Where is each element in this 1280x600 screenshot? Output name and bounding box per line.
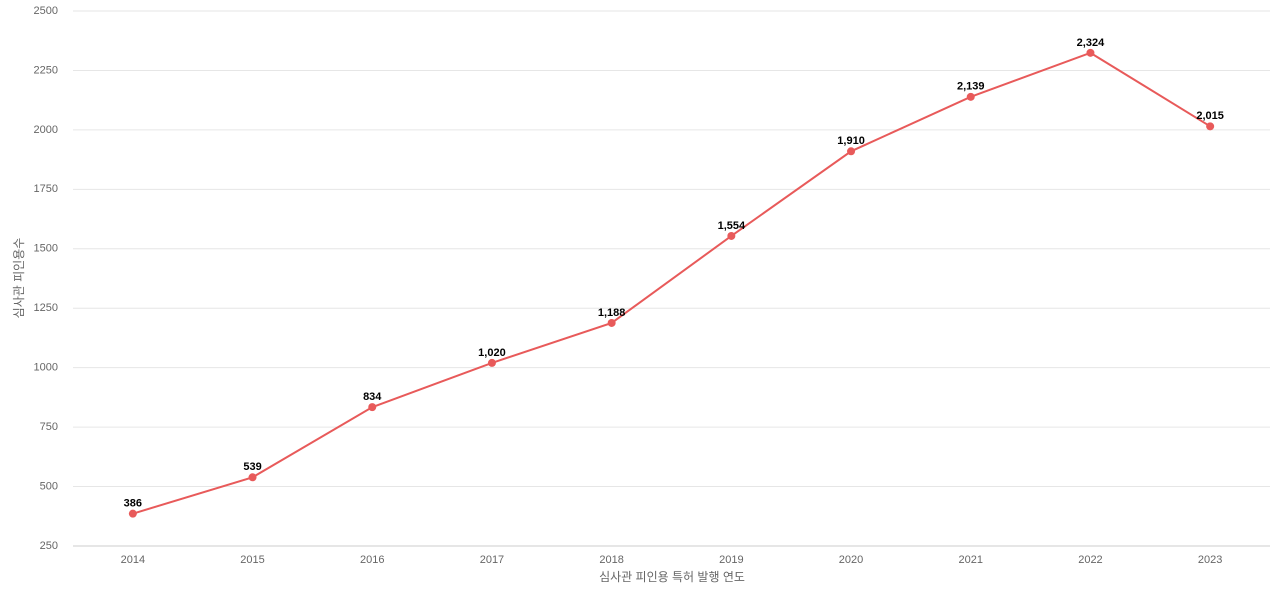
- value-label: 386: [124, 498, 142, 510]
- line: [132, 51, 1211, 515]
- y-tick-label: 2000: [34, 124, 58, 136]
- x-tick-label: 2017: [480, 554, 504, 566]
- x-axis-title: 심사관 피인용 특허 발행 연도: [599, 569, 745, 584]
- y-tick-label: 750: [40, 421, 58, 433]
- value-label: 1,188: [598, 307, 626, 319]
- value-label: 2,139: [957, 81, 985, 93]
- point: [607, 318, 616, 327]
- point: [1086, 48, 1095, 57]
- y-tick-label: 1250: [34, 302, 58, 314]
- value-label: 1,020: [478, 347, 506, 359]
- x-tick-label: 2016: [360, 554, 384, 566]
- value-label: 1,554: [718, 220, 746, 232]
- x-tick-label: 2021: [959, 554, 983, 566]
- y-tick-label: 1750: [34, 183, 58, 195]
- y-tick-label: 2250: [34, 64, 58, 76]
- value-label: 2,015: [1196, 110, 1224, 122]
- point: [487, 358, 496, 367]
- x-tick-label: 2018: [599, 554, 623, 566]
- x-tick-label: 2014: [121, 554, 145, 566]
- x-tick-label: 2023: [1198, 554, 1222, 566]
- y-axis-title: 심사관 피인용수: [12, 238, 26, 319]
- x-tick-label: 2020: [839, 554, 863, 566]
- y-tick-label: 1500: [34, 243, 58, 255]
- point: [368, 403, 377, 412]
- value-label: 539: [243, 461, 261, 473]
- y-tick-label: 2500: [34, 5, 58, 17]
- point: [966, 92, 975, 101]
- point: [847, 147, 856, 156]
- x-tick-label: 2019: [719, 554, 743, 566]
- y-tick-label: 250: [40, 540, 58, 552]
- y-tick-label: 1000: [34, 362, 58, 374]
- point: [1206, 122, 1215, 131]
- x-tick-label: 2022: [1078, 554, 1102, 566]
- value-label: 2,324: [1077, 37, 1105, 49]
- x-tick-label: 2015: [240, 554, 264, 566]
- point: [248, 473, 257, 482]
- y-tick-label: 500: [40, 480, 58, 492]
- value-label: 834: [363, 391, 382, 403]
- point: [727, 231, 736, 240]
- point: [128, 509, 137, 518]
- value-label: 1,910: [837, 135, 865, 147]
